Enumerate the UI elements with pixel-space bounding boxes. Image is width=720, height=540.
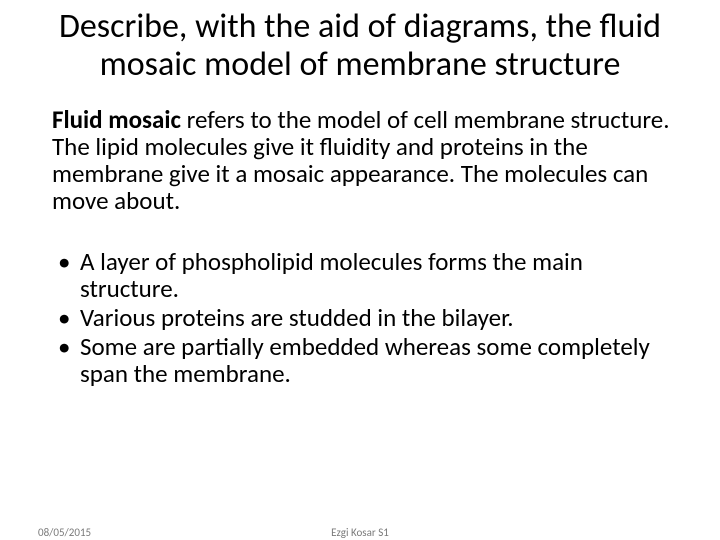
slide: Describe, with the aid of diagrams, the …	[0, 0, 720, 540]
list-item: Some are partially embedded whereas some…	[52, 333, 674, 387]
slide-title: Describe, with the aid of diagrams, the …	[38, 8, 682, 84]
footer-date: 08/05/2015	[38, 526, 91, 539]
intro-paragraph: Fluid mosaic refers to the model of cell…	[52, 106, 674, 214]
list-item: A layer of phospholipid molecules forms …	[52, 248, 674, 302]
list-item: Various proteins are studded in the bila…	[52, 304, 674, 331]
bullet-list: A layer of phospholipid molecules forms …	[52, 248, 674, 387]
footer-author: Ezgi Kosar S1	[331, 526, 389, 539]
